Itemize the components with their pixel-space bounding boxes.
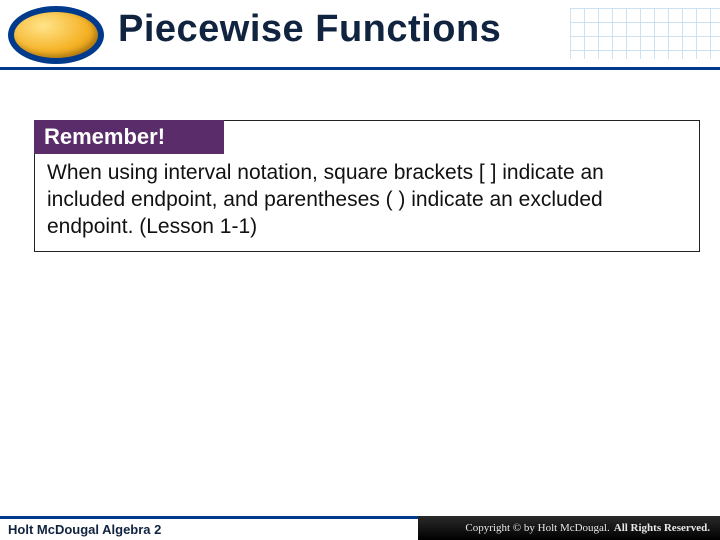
slide-title: Piecewise Functions — [118, 8, 501, 51]
slide-footer: Holt McDougal Algebra 2 Copyright © by H… — [0, 516, 720, 540]
copyright-text: Copyright © by Holt McDougal. — [465, 522, 609, 534]
footer-copyright: Copyright © by Holt McDougal. All Rights… — [418, 516, 720, 540]
header-grid-decoration — [570, 8, 720, 59]
rights-reserved: All Rights Reserved. — [614, 522, 710, 534]
callout-body: When using interval notation, square bra… — [35, 154, 699, 251]
callout-title: Remember! — [34, 120, 224, 154]
slide-header: Piecewise Functions — [0, 0, 720, 70]
slide-content: Remember! When using interval notation, … — [34, 120, 700, 252]
badge-inner-oval — [14, 12, 98, 58]
footer-textbook: Holt McDougal Algebra 2 — [0, 516, 418, 540]
remember-callout: Remember! When using interval notation, … — [34, 120, 700, 252]
header-badge — [8, 6, 104, 64]
